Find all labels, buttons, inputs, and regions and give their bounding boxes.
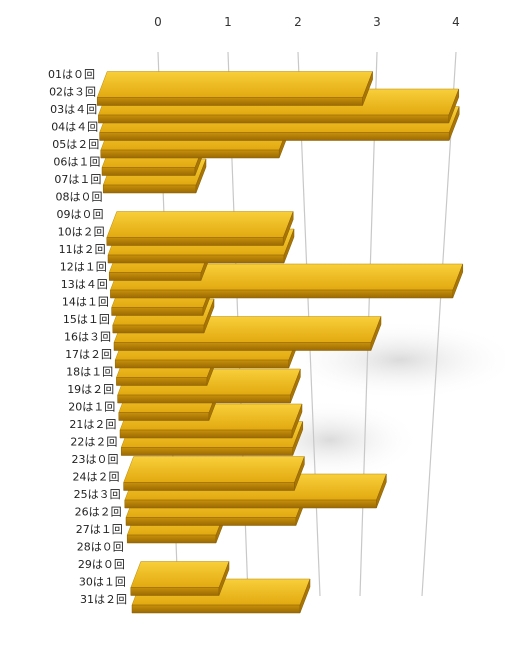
- bar: [123, 456, 305, 491]
- category-labels: 01は０回 02は３回 03は４回 04は４回 05は２回 06は１回 07は１回 08は０回…: [48, 68, 127, 606]
- category-label: 13は４回: [61, 278, 108, 291]
- category-label: 30は１回: [79, 576, 126, 589]
- category-label: 09は０回: [57, 208, 104, 221]
- x-tick-label: 2: [294, 15, 302, 29]
- category-label: 26は２回: [75, 506, 122, 519]
- category-label: 28は０回: [77, 541, 124, 554]
- category-label: 19は２回: [67, 383, 114, 396]
- category-label: 05は２回: [52, 138, 99, 151]
- category-label: 08は０回: [55, 191, 102, 204]
- category-label: 04は４回: [51, 121, 98, 134]
- category-label: 03は４回: [50, 103, 97, 116]
- bar: [106, 211, 294, 246]
- category-label: 22は２回: [70, 436, 117, 449]
- category-label: 31は２回: [80, 593, 127, 606]
- category-label: 20は１回: [68, 401, 115, 414]
- category-label: 16は３回: [64, 331, 111, 344]
- x-axis-ticks: 0 1 2 3 4: [154, 15, 460, 29]
- category-label: 14は１回: [62, 296, 109, 309]
- bars: [96, 71, 464, 614]
- grid-line: [421, 51, 457, 597]
- category-label: 10は２回: [58, 226, 105, 239]
- category-label: 21は２回: [69, 418, 116, 431]
- category-label: 24は２回: [73, 471, 120, 484]
- category-label: 01は０回: [48, 68, 95, 81]
- bar: [96, 71, 373, 106]
- category-label: 17は２回: [65, 348, 112, 361]
- category-label: 29は０回: [78, 558, 125, 571]
- category-label: 18は１回: [66, 366, 113, 379]
- x-tick-label: 0: [154, 15, 162, 29]
- category-label: 27は１回: [76, 523, 123, 536]
- category-label: 02は３回: [49, 86, 96, 99]
- category-label: 15は１回: [63, 313, 110, 326]
- x-tick-label: 4: [452, 15, 460, 29]
- category-label: 06は１回: [53, 156, 100, 169]
- bar: [130, 561, 230, 596]
- x-tick-label: 1: [224, 15, 232, 29]
- category-label: 11は２回: [59, 243, 106, 256]
- category-label: 23は０回: [71, 453, 118, 466]
- x-tick-label: 3: [373, 15, 381, 29]
- category-label: 25は３回: [74, 488, 121, 501]
- category-label: 07は１回: [54, 173, 101, 186]
- category-label: 12は１回: [60, 261, 107, 274]
